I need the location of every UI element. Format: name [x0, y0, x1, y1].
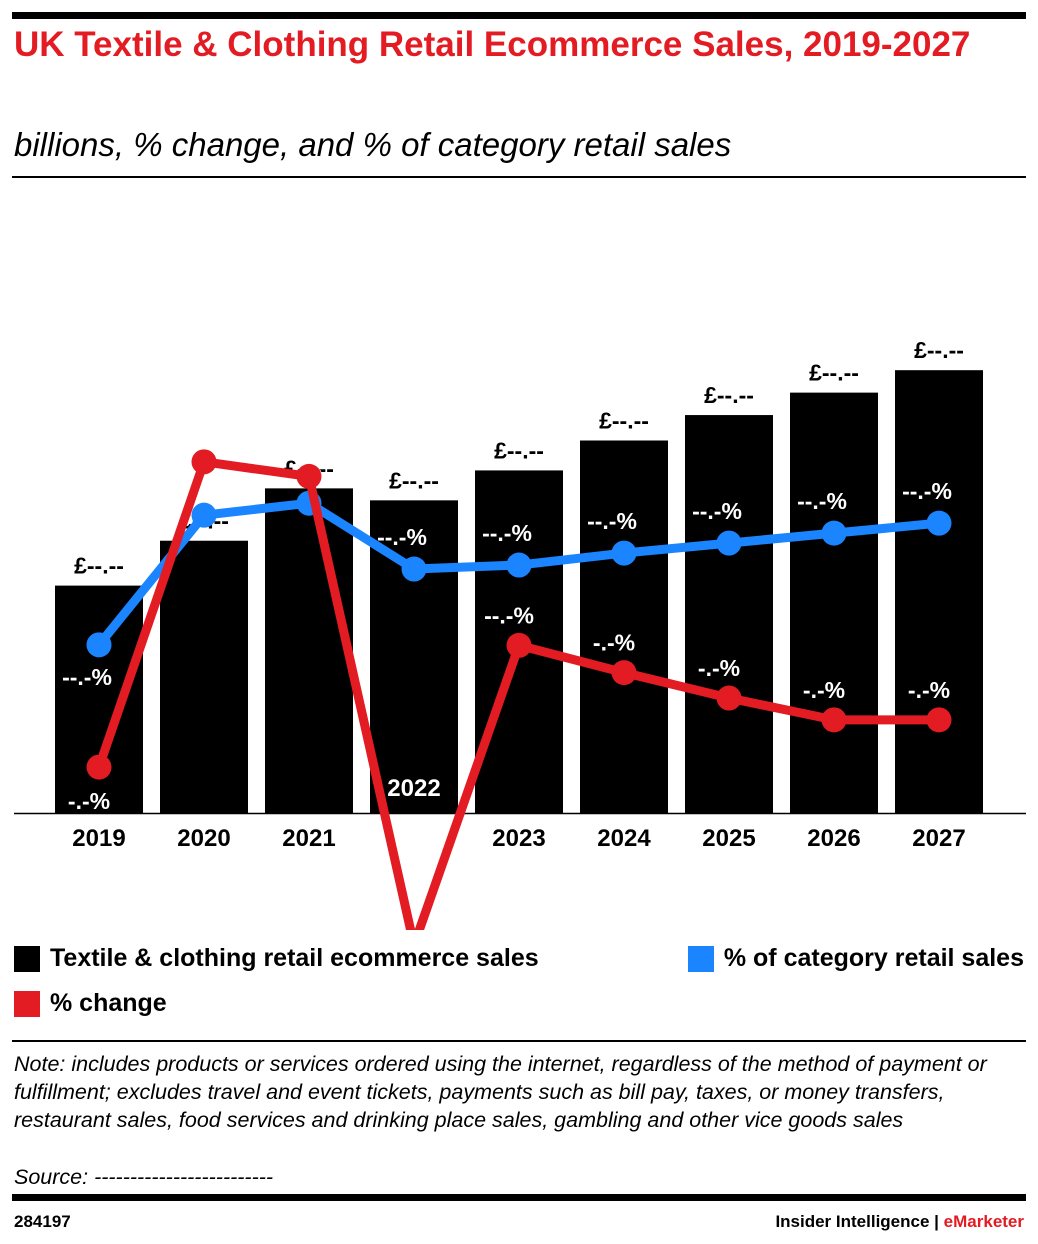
point-pct-change-2027: [926, 707, 952, 733]
bar-2020: [160, 540, 248, 813]
x-tick-label-2025: 2025: [702, 825, 755, 852]
legend-item-sales: Textile & clothing retail ecommerce sale…: [14, 944, 539, 973]
legend-label-pct-change: % change: [50, 989, 167, 1017]
point-pct-change-2021: [296, 463, 322, 489]
point-pct-category-2025: [716, 530, 742, 556]
footnote: Note: includes products or services orde…: [14, 1052, 987, 1132]
point-pct-change-2026: [821, 707, 847, 733]
label-pct-change-2027: -.-%: [908, 677, 950, 703]
label-pct-change-2024: -.-%: [593, 630, 635, 656]
x-tick-label-2022: 2022: [387, 775, 440, 802]
brand-accent: eMarketer: [943, 1212, 1024, 1231]
label-pct-category-2027: --.-%: [902, 478, 952, 504]
bottom-rule: [12, 1194, 1026, 1201]
label-pct-category-2019: --.-%: [62, 664, 112, 690]
bar-value-label-2024: £--.--: [599, 407, 649, 433]
x-tick-label-2024: 2024: [597, 825, 651, 852]
legend-item-category-share: % of category retail sales: [687, 944, 1024, 973]
header-divider: [12, 176, 1026, 178]
bar-2021: [265, 488, 353, 813]
point-pct-change-2019: [86, 754, 112, 780]
x-tick-label-2023: 2023: [492, 825, 545, 852]
combo-chart: £--.-- £--.-- £--.-- £--.-- £--.-- £--.-- £--.…: [14, 337, 1026, 930]
note-divider: [12, 1040, 1026, 1042]
point-pct-category-2027: [926, 510, 952, 536]
bar-value-label-2019: £--.--: [74, 553, 124, 579]
point-pct-category-2020: [191, 502, 217, 528]
label-pct-change-2019: -.-%: [68, 788, 110, 814]
bar-value-label-2022: £--.--: [389, 467, 439, 493]
legend-swatch-pct-change: [14, 990, 40, 1017]
top-rule: [12, 12, 1026, 19]
x-tick-label-2027: 2027: [912, 825, 965, 852]
chart-title: UK Textile & Clothing Retail Ecommerce S…: [14, 25, 971, 64]
x-tick-label-2020: 2020: [177, 825, 230, 852]
point-pct-category-2026: [821, 520, 847, 546]
legend-swatch-sales: [14, 945, 40, 972]
point-pct-category-2024: [611, 540, 637, 566]
bar-value-label-2023: £--.--: [494, 437, 544, 463]
brand-credit: Insider Intelligence | eMarketer: [775, 1212, 1024, 1232]
x-tick-label-2021: 2021: [282, 825, 335, 852]
legend-label-sales: Textile & clothing retail ecommerce sale…: [50, 944, 539, 972]
point-pct-change-2020: [191, 449, 217, 475]
label-pct-change-2021: --.-%: [274, 433, 324, 459]
legend-swatch-category-share: [687, 945, 714, 972]
source-line: Source: -------------------------: [14, 1165, 274, 1189]
point-pct-change-2023: [506, 632, 532, 658]
label-pct-change-2023: --.-%: [484, 602, 534, 628]
point-pct-change-2025: [716, 685, 742, 711]
label-pct-change-2026: -.-%: [803, 677, 845, 703]
bar-value-label-2026: £--.--: [809, 360, 859, 386]
chart-subtitle: billions, % change, and % of category re…: [14, 126, 732, 163]
point-pct-change-2024: [611, 660, 637, 686]
bar-2024: [580, 440, 668, 813]
x-tick-label-2019: 2019: [72, 825, 125, 852]
bar-value-label-2027: £--.--: [914, 337, 964, 363]
label-pct-category-2025: --.-%: [692, 498, 742, 524]
label-pct-category-2026: --.-%: [797, 488, 847, 514]
brand-separator: |: [934, 1212, 939, 1231]
legend-label-category-share: % of category retail sales: [723, 944, 1024, 972]
x-tick-label-2026: 2026: [807, 825, 860, 852]
bar-2026: [790, 392, 878, 813]
bar-2027: [895, 370, 983, 813]
chart-id: 284197: [14, 1212, 71, 1231]
bar-2025: [685, 415, 773, 813]
point-pct-category-2023: [506, 552, 532, 578]
legend-item-pct-change: % change: [14, 989, 167, 1018]
point-pct-category-2022: [401, 556, 427, 582]
bar-value-label-2025: £--.--: [704, 382, 754, 408]
point-pct-category-2019: [86, 632, 112, 658]
label-pct-category-2022: --.-%: [377, 524, 427, 550]
brand-name: Insider Intelligence: [775, 1212, 930, 1231]
label-pct-category-2023: --.-%: [482, 520, 532, 546]
label-pct-change-2020: --.-%: [169, 419, 219, 445]
label-pct-category-2024: --.-%: [587, 508, 637, 534]
label-pct-change-2025: -.-%: [698, 655, 740, 681]
